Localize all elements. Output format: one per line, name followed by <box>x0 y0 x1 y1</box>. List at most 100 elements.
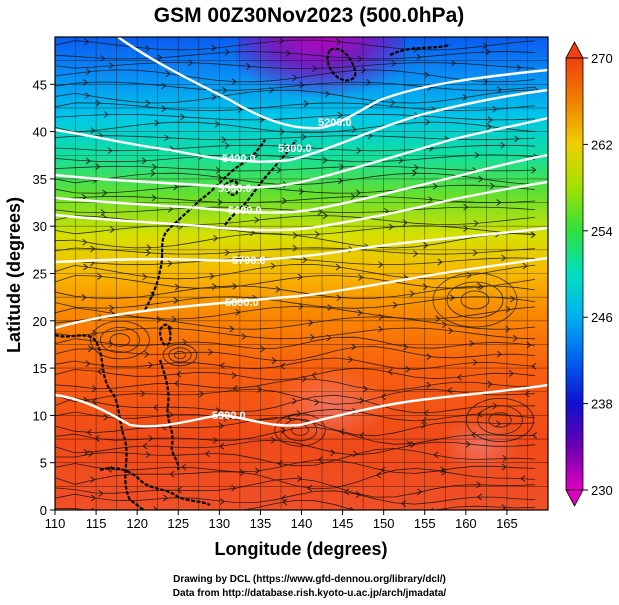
streamline-arrow <box>109 226 116 234</box>
x-tick-label: 115 <box>86 516 107 531</box>
streamline-arrow <box>271 357 277 365</box>
colorbar-ticks: 270 262 254 246 238 230 <box>583 51 613 498</box>
streamline-arrow <box>142 442 148 450</box>
streamline-arrow <box>204 450 210 458</box>
streamline-arrow <box>259 116 265 124</box>
streamline-arrow <box>522 262 528 270</box>
contour-line-5900 <box>55 383 548 428</box>
streamline-arrow <box>312 65 318 72</box>
streamline-arrow <box>410 441 416 448</box>
streamline <box>55 467 536 490</box>
streamline-arrow <box>361 66 367 74</box>
streamline-arrow <box>441 468 447 476</box>
streamline-arrow <box>91 398 97 405</box>
streamline-arrow <box>85 157 91 165</box>
streamline-arrow <box>168 411 174 419</box>
streamline-eddy <box>446 281 504 319</box>
streamline-arrow <box>426 381 432 389</box>
streamline-arrow <box>282 498 288 506</box>
streamline-arrow <box>425 118 431 126</box>
streamline-arrow <box>505 305 511 313</box>
colorbar-bottom-arrow <box>565 489 584 507</box>
streamline <box>55 113 536 121</box>
y-tick-label: 40 <box>33 125 47 140</box>
coastline-taiwan <box>158 323 172 347</box>
colorbar-tick-label: 246 <box>591 310 613 325</box>
streamline-arrow <box>90 476 96 484</box>
streamline-arrow <box>489 182 496 190</box>
streamline-arrow <box>456 373 462 381</box>
streamline-eddy <box>282 418 318 442</box>
streamline <box>55 165 536 172</box>
streamline-arrow <box>100 55 106 62</box>
streamline-arrow <box>423 409 429 417</box>
streamline-eddy <box>168 347 192 363</box>
streamline-arrow <box>392 301 398 309</box>
streamline-arrow <box>276 166 282 174</box>
streamline-arrow <box>301 375 307 383</box>
streamline <box>55 336 536 349</box>
streamline-arrow <box>448 327 454 335</box>
streamline-arrow <box>326 334 332 342</box>
streamline-arrow <box>317 208 323 216</box>
streamline-arrow <box>218 422 225 430</box>
coastline-borneo <box>99 466 211 507</box>
streamline-arrow <box>351 125 357 133</box>
streamline-arrow <box>424 71 430 79</box>
streamline-arrow <box>472 358 478 366</box>
streamline-arrow <box>435 315 441 323</box>
streamline-arrow <box>473 219 479 227</box>
streamline-arrow <box>188 59 194 67</box>
streamline-arrow <box>239 469 246 476</box>
streamline <box>55 306 536 320</box>
streamline-arrow <box>208 348 214 356</box>
x-tick-label: 135 <box>250 516 272 531</box>
streamline-arrow <box>526 341 532 349</box>
streamline <box>55 327 536 340</box>
streamline-arrow <box>283 143 289 150</box>
streamline-arrow <box>433 451 439 459</box>
geopotential-contours <box>55 37 548 428</box>
streamline-arrow <box>356 147 362 154</box>
streamline-arrow <box>222 86 228 94</box>
y-axis-title: Latitude (degrees) <box>4 197 24 353</box>
streamline-arrow <box>279 128 285 136</box>
streamline-arrow <box>472 249 478 257</box>
streamline-arrow <box>280 426 286 434</box>
streamline-arrow <box>322 156 328 164</box>
y-tick-label: 45 <box>33 77 47 92</box>
streamline-arrow <box>462 93 468 101</box>
streamline-arrow <box>378 313 384 321</box>
coastline-indochina <box>55 333 146 510</box>
streamline-arrow <box>411 169 418 177</box>
streamline-arrow <box>102 189 108 197</box>
streamline-eddy <box>465 397 534 442</box>
contour-label-5200: 5200.0 <box>318 117 352 129</box>
streamline-eddy <box>109 333 131 347</box>
streamline-arrow <box>314 398 320 406</box>
streamline-eddy <box>100 326 141 353</box>
streamline-arrow <box>245 204 251 212</box>
streamline-arrow <box>508 370 514 377</box>
streamline <box>55 426 536 445</box>
streamline-arrow <box>476 493 482 501</box>
streamline-arrow <box>437 258 443 266</box>
streamline-arrow <box>298 303 304 310</box>
contour-line-5700 <box>55 226 548 264</box>
streamline-arrow <box>181 463 187 471</box>
streamline-arrow <box>375 471 382 479</box>
streamline-arrow <box>348 356 354 364</box>
streamline-arrow <box>219 442 225 450</box>
streamline-arrow <box>90 127 96 134</box>
streamline-arrow <box>285 49 291 57</box>
streamline-arrow <box>422 283 429 291</box>
streamline-arrow <box>237 106 243 113</box>
streamline <box>55 316 536 330</box>
streamline-arrow <box>343 488 350 496</box>
cold-core-region <box>235 37 405 110</box>
streamline-arrow <box>297 273 303 281</box>
contour-label-5400: 5400.0 <box>222 153 256 165</box>
streamline-arrow <box>421 421 427 429</box>
streamline-arrow <box>477 410 483 418</box>
streamline-arrow <box>301 133 307 141</box>
